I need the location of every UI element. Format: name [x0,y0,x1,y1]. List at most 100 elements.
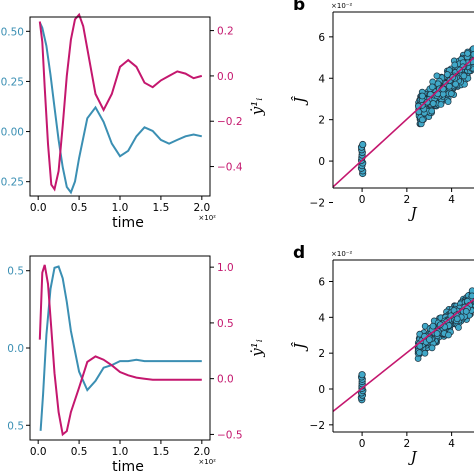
panel-a-ytick-right-label: 0.2 [217,26,234,38]
panel-c-xtick-label: 0.5 [71,446,88,458]
panel-b-xlabel: J [408,204,418,222]
panel-c-xtick-label: 2.0 [193,446,210,458]
panel-b-panel: b ×10⁻² 6 4 2 0 −2 0 2 4 J Ĵ [291,0,474,222]
panel-c-ytick-left-label: 0.0 [7,343,24,355]
panel-d-point [428,344,436,352]
panel-c-xtick-label: 0.0 [30,446,47,458]
panel-b-ytick-label: 0 [318,156,325,168]
panel-a-ytick-right-label: 0.0 [217,71,234,83]
panel-a-ytick-left-label: 0.25 [1,76,24,88]
panel-a-ytick-left-label: 0.50 [1,26,24,38]
panel-b-xtick-label: 4 [448,194,455,206]
panel-d-point [429,322,437,330]
panel-d-ytick-label: 4 [318,312,325,324]
panel-d-xtick-label: 2 [404,438,411,450]
panel-b-point [452,80,459,88]
panel-b-point [433,72,441,80]
panel-a-ytick-left-label: 0.00 [1,127,24,139]
panel-a-series-left [38,21,203,195]
panel-c-ytick-right-label: 0.5 [217,318,234,330]
panel-d-point [468,292,474,300]
panel-c-series-right [38,264,202,437]
panel-c-xtick-label: 1.0 [112,446,129,458]
panel-d-xlabel: J [408,448,418,466]
panel-d-ylabel: Ĵ [291,342,309,352]
panel-b-point [469,45,474,53]
panel-c-right-ylabel: ẏ¹ᵢ [248,339,266,358]
panel-b-point [419,92,426,100]
panel-b-point [437,101,445,108]
panel-a-xtick-label: 0.0 [30,202,47,214]
panel-a-xtick-label: 1.0 [112,202,129,214]
panel-d-ytick-label: 6 [318,277,325,289]
panel-d-panel-letter: d [293,243,305,263]
panel-b-data [333,45,474,188]
panel-a-ytick-left-label: 0.25 [1,177,24,189]
panel-a-xtick-label: 0.5 [71,202,88,214]
panel-b-y-exponent: ×10⁻² [331,2,352,10]
panel-a-series-right [38,12,203,192]
panel-d-point [421,349,429,357]
panel-a-xlabel: time [112,215,144,231]
panel-d-point [455,324,462,331]
panel-c-x-exponent: ×10² [198,458,216,466]
panel-d-xtick-label: 0 [359,438,366,450]
panel-b-panel-letter: b [293,0,305,15]
panel-c-ytick-left-label: 0.5 [7,266,24,278]
panel-d-ytick-label: −2 [310,420,325,432]
panel-b-ytick-label: 4 [318,73,325,85]
panel-b-point [447,90,455,97]
panel-b-ytick-label: 6 [318,32,325,44]
panel-a-xtick-label: 2.0 [193,202,210,214]
panel-b-point [444,98,452,106]
panel-b-xtick-label: 2 [404,194,411,206]
panel-b-ytick-label: 2 [318,115,325,127]
panel-b-point [445,82,453,90]
panel-c-xtick-label: 1.5 [153,446,170,458]
panel-d-fit-line [333,298,474,413]
panel-b-point [443,71,451,78]
panel-d-point [462,308,470,315]
panel-c-ytick-right-label: −0.5 [217,429,243,441]
panel-d-point [358,371,366,379]
panel-d-point [415,349,423,356]
panel-b-point [464,50,471,57]
panel-b-point [428,83,436,91]
panel-b-point [428,107,436,115]
panel-d-ytick-label: 2 [318,348,325,360]
panel-a-frame [29,16,211,197]
panel-d-y-exponent: ×10⁻² [331,250,352,258]
panel-d-point [453,315,461,323]
panel-d-data [333,287,474,413]
panel-a-right-ylabel: ẏ¹ᵢ [248,98,266,117]
panel-b-point [359,140,367,149]
panel-c-panel: 0.0 0.5 1.0 1.5 2.0×10² time 0.5 0.0 0.5 1.0 0.5 0.… [7,255,266,474]
panel-b-xtick-label: 0 [359,194,366,206]
panel-d-panel: d ×10⁻² 6 4 2 0 −2 0 2 4 J Ĵ [291,243,474,466]
panel-c-ytick-right-label: 0.0 [217,374,234,386]
panel-b-point [419,116,426,124]
panel-a-xtick-label: 1.5 [153,202,170,214]
panel-b-point [460,72,468,80]
panel-c-frame [29,255,211,441]
panel-d-point [445,331,452,339]
panel-c-ytick-right-label: 1.0 [217,262,234,274]
panel-d-ytick-label: 0 [318,384,325,396]
panel-d-point [426,336,433,343]
panel-a-ytick-right-label: −0.2 [217,116,243,128]
panel-b-ylabel: Ĵ [291,96,309,106]
panel-a-ytick-right-label: −0.4 [217,162,243,174]
panel-b-fit-line [333,56,474,188]
panel-a-panel: 0.0 0.5 1.0 1.5 2.0×10² time 0.50 0.25 0.00 0.25 0… [1,12,266,231]
panel-b-point [429,100,437,107]
panel-b-ytick-label: −2 [310,197,325,209]
panel-d-xtick-label: 4 [448,438,455,450]
panel-b-point [451,61,459,69]
panel-d-point [433,330,441,337]
panel-c-xlabel: time [112,459,144,474]
panel-c-series-left [39,265,202,431]
panel-a-x-exponent: ×10² [198,214,216,222]
panel-c-ytick-left-label: 0.5 [7,420,24,432]
